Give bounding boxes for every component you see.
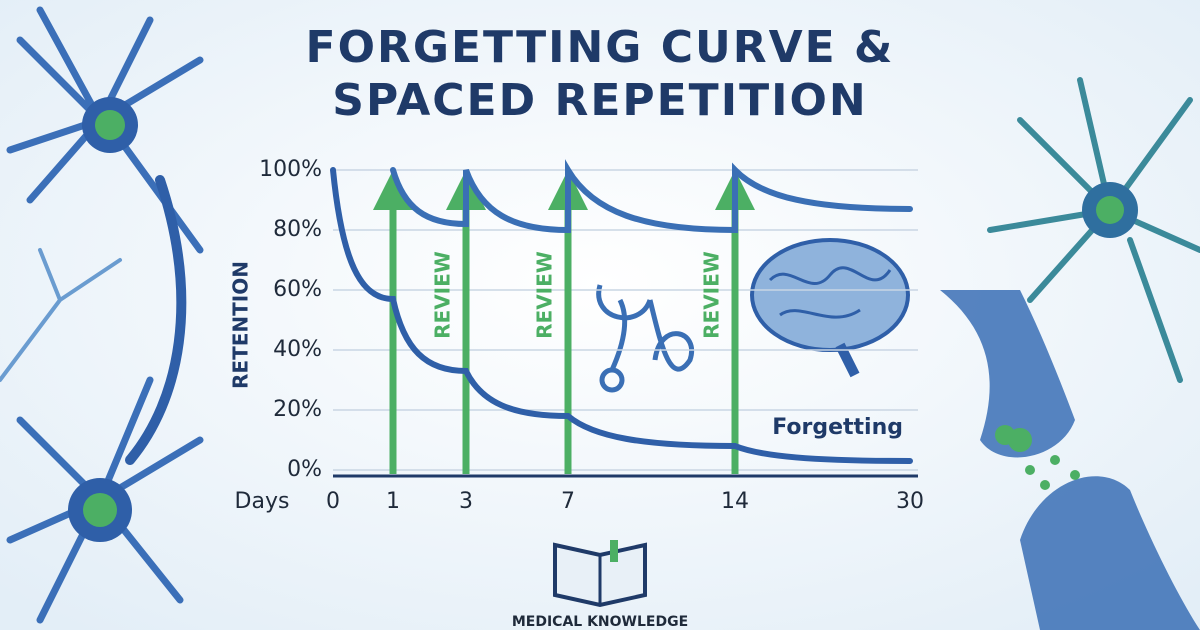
- curve: [390, 159, 913, 234]
- y-tick-label: 80%: [273, 217, 322, 242]
- x-tick-label: 0: [326, 489, 340, 514]
- x-tick-label: 3: [459, 489, 473, 514]
- synapse-bottom: [1020, 476, 1200, 630]
- x-tick-label: 14: [721, 489, 749, 514]
- review-label: REVIEW: [533, 251, 557, 339]
- title-line: SPACED REPETITION: [332, 75, 867, 126]
- curve: [330, 167, 913, 464]
- x-tick-label: 7: [561, 489, 575, 514]
- stethoscope-icon: [596, 284, 695, 393]
- neuron-nucleus: [95, 110, 125, 140]
- plot: 0% 20% 40% 60% 80% 100% 0 1 3 7 14 30 REVIEW REVIEW RE…: [259, 157, 924, 514]
- x-axis-label: Days: [235, 489, 290, 514]
- y-axis-label: RETENTION: [229, 261, 253, 389]
- curve-label: Forgetting: [772, 415, 903, 440]
- y-tick-label: 0%: [287, 457, 322, 482]
- y-tick-label: 100%: [259, 157, 322, 182]
- x-tick-label: 1: [386, 489, 400, 514]
- synapse-top: [940, 290, 1075, 458]
- x-tick-label: 30: [896, 489, 924, 514]
- y-tick-label: 60%: [273, 277, 322, 302]
- book-icon: [553, 540, 647, 608]
- neurotransmitters: [995, 425, 1080, 490]
- neuron-nucleus: [1096, 196, 1124, 224]
- title-line: FORGETTING CURVE &: [306, 22, 895, 73]
- review-arrowhead: [373, 170, 413, 210]
- y-tick-label: 20%: [273, 397, 322, 422]
- neuron-left: [0, 6, 204, 624]
- neuron-right: [987, 77, 1200, 383]
- footer: MEDICAL KNOWLEDGE: [512, 614, 688, 630]
- review-label: REVIEW: [700, 251, 724, 339]
- review-label: REVIEW: [431, 251, 455, 339]
- y-tick-label: 40%: [273, 337, 322, 362]
- neuron-nucleus: [83, 493, 117, 527]
